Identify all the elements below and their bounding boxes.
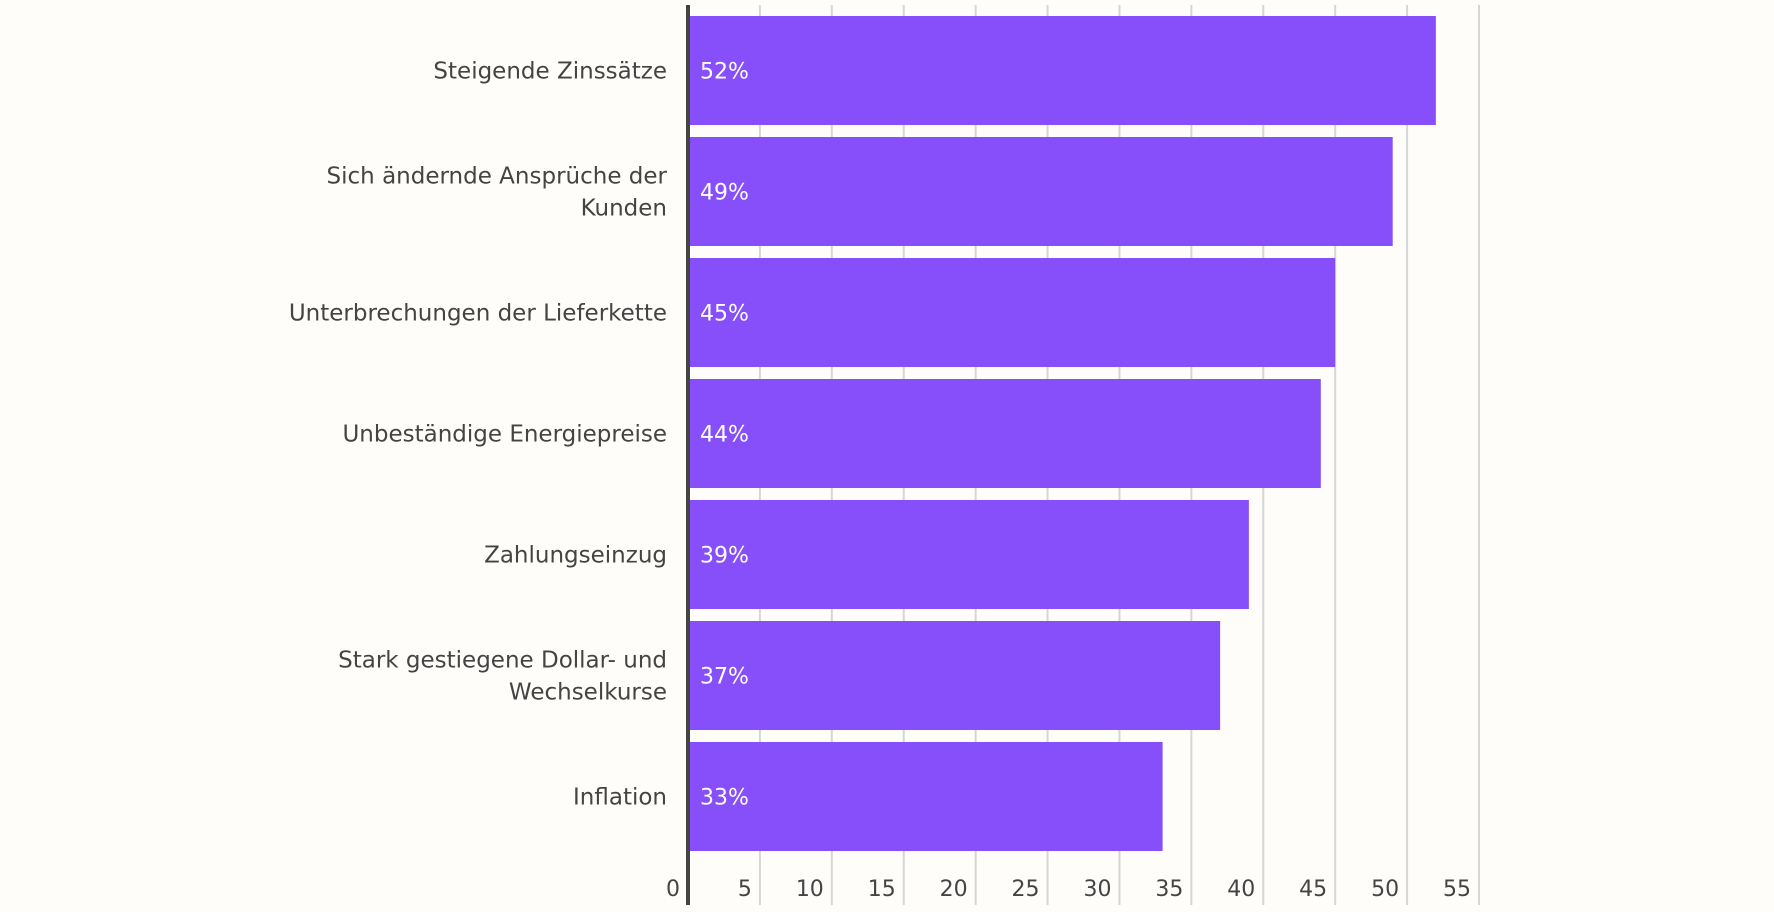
category-label: Unbeständige Energiepreise: [342, 422, 667, 448]
bar: [688, 16, 1436, 125]
category-label: Stark gestiegene Dollar- und: [338, 648, 667, 674]
x-tick-label: 50: [1371, 877, 1399, 902]
category-label: Kunden: [581, 196, 667, 222]
value-label: 45%: [700, 302, 749, 327]
x-tick-label: 5: [738, 877, 752, 902]
x-tick-label: 35: [1155, 877, 1183, 902]
x-tick-label: 55: [1443, 877, 1471, 902]
category-label: Wechselkurse: [509, 680, 667, 706]
category-label: Inflation: [573, 785, 667, 811]
bar: [688, 621, 1221, 730]
x-tick-label: 0: [666, 877, 680, 902]
x-tick-label: 30: [1083, 877, 1111, 902]
x-tick-label: 20: [940, 877, 968, 902]
value-label: 39%: [700, 544, 749, 569]
x-tick-label: 25: [1012, 877, 1040, 902]
value-label: 49%: [700, 181, 749, 206]
bar: [688, 742, 1163, 851]
value-label: 33%: [700, 786, 749, 811]
value-label: 37%: [700, 665, 749, 690]
x-tick-label: 15: [868, 877, 896, 902]
bar: [688, 137, 1393, 246]
bar: [688, 379, 1321, 488]
bar: [688, 258, 1336, 367]
category-label: Steigende Zinssätze: [433, 59, 667, 85]
bar: [688, 500, 1249, 609]
category-label: Unterbrechungen der Lieferkette: [289, 301, 667, 327]
x-tick-label: 45: [1299, 877, 1327, 902]
category-label: Zahlungseinzug: [484, 543, 667, 569]
value-label: 52%: [700, 60, 749, 85]
category-label: Sich ändernde Ansprüche der: [327, 164, 668, 190]
x-tick-label: 40: [1227, 877, 1255, 902]
value-label: 44%: [700, 423, 749, 448]
x-tick-label: 10: [796, 877, 824, 902]
